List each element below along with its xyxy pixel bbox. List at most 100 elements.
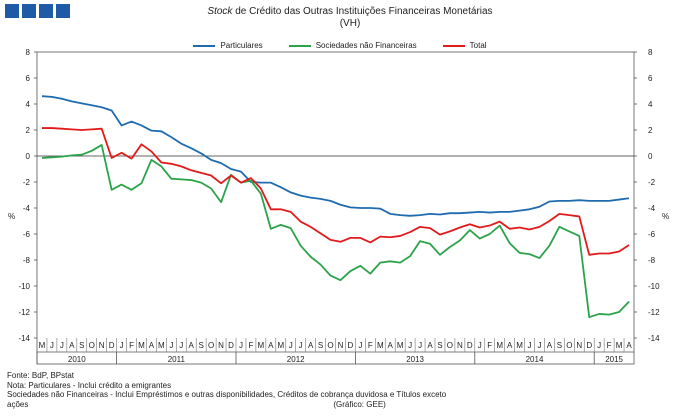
chart-title: Stock de Crédito das Outras Instituições… [150,6,550,30]
month-label: J [179,341,183,350]
month-label: J [60,341,64,350]
month-label: J [597,341,601,350]
month-label: A [427,341,433,350]
month-label: S [79,341,84,350]
y-tick-label-left: 4 [26,100,31,109]
y-tick-label-right: -14 [648,334,660,343]
month-label: N [99,341,105,350]
month-label: D [348,341,354,350]
y-tick-label-right: 4 [648,100,653,109]
y-tick-label-left: 8 [26,48,31,57]
month-label: M [258,341,265,350]
footer-note-1: Nota: Particulares - Inclui crédito a em… [7,380,172,390]
month-label: M [496,341,503,350]
month-label: S [437,341,442,350]
month-label: A [308,341,314,350]
month-label: D [228,341,234,350]
month-label: O [327,341,333,350]
year-label: 2010 [68,355,86,364]
legend-swatch-total [442,44,465,47]
month-label: M [39,341,46,350]
chart-legend: Particulares Sociedades não Financeiras … [0,41,680,50]
month-label: J [299,341,303,350]
month-label: N [576,341,582,350]
month-label: M [397,341,404,350]
month-label: J [120,341,124,350]
month-label: M [277,341,284,350]
legend-item-snf: Sociedades não Financeiras [288,41,417,50]
month-label: M [138,341,145,350]
series-line-total [41,127,630,256]
logo-block [22,4,36,18]
y-tick-label-right: 0 [648,152,653,161]
y-tick-label-left: 6 [26,74,31,83]
month-label: M [158,341,165,350]
y-tick-label-right: 6 [648,74,653,83]
month-label: A [626,341,632,350]
month-label: A [149,341,155,350]
series-line-snf [41,144,630,319]
legend-swatch-snf [288,44,311,47]
legend-item-total: Total [442,41,487,50]
footer-credit: (Gráfico: GEE) [333,399,386,409]
month-label: M [516,341,523,350]
chart-footer: Fonte: BdP, BPstat Nota: Particulares - … [7,371,567,409]
month-label: J [169,341,173,350]
y-tick-label-left: 0 [26,152,31,161]
month-label: D [586,341,592,350]
month-label: J [358,341,362,350]
month-label: O [566,341,572,350]
y-tick-label-right: -2 [648,178,656,187]
publisher-logo [5,4,70,18]
footer-note-2: Sociedades não Financeiras - Inclui Empr… [7,390,447,399]
y-tick-label-left: -10 [18,282,30,291]
month-label: J [50,341,54,350]
month-label: A [69,341,75,350]
month-label: N [457,341,463,350]
month-label: J [537,341,541,350]
year-label: 2015 [605,355,623,364]
y-tick-label-right: 8 [648,48,653,57]
month-label: M [616,341,623,350]
title-rest: de Crédito das Outras Instituições Finan… [232,6,493,17]
month-label: S [557,341,562,350]
legend-item-particulares: Particulares [193,41,263,50]
title-unit: (VH) [339,18,361,29]
month-label: J [478,341,482,350]
y-tick-label-right: 2 [648,126,653,135]
month-label: F [607,341,612,350]
month-label: A [268,341,274,350]
month-label: S [199,341,204,350]
y-tick-label-left: -2 [23,178,31,187]
month-label: J [239,341,243,350]
month-label: F [487,341,492,350]
y-tick-label-left: 2 [26,126,31,135]
month-label: M [377,341,384,350]
title-italic: Stock [207,6,233,17]
month-label: S [318,341,323,350]
y-axis-label-right: % [662,212,669,221]
y-tick-label-left: -8 [23,256,31,265]
month-label: J [528,341,532,350]
month-label: N [218,341,224,350]
legend-label-total: Total [469,41,487,50]
y-tick-label-right: -12 [648,308,660,317]
month-label: A [388,341,394,350]
footer-source: Fonte: BdP, BPstat [7,371,75,380]
series-line-particulares [41,95,630,217]
month-label: D [467,341,473,350]
logo-block [5,4,19,18]
footer-note-3: ações [7,399,29,409]
month-label: O [447,341,453,350]
logo-block [39,4,53,18]
y-tick-label-right: -4 [648,204,656,213]
month-label: O [208,341,214,350]
y-tick-label-right: -10 [648,282,660,291]
y-tick-label-left: -4 [23,204,31,213]
legend-label-snf: Sociedades não Financeiras [315,41,417,50]
month-label: J [418,341,422,350]
month-label: F [368,341,373,350]
legend-swatch-particulares [193,44,216,47]
y-tick-label-left: -12 [18,308,30,317]
legend-label-particulares: Particulares [220,41,263,50]
